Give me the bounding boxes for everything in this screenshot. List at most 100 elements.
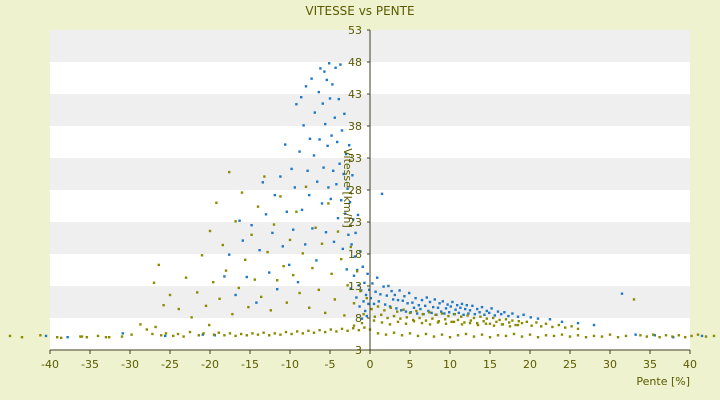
olive-point	[576, 334, 580, 337]
olive-point	[520, 335, 524, 338]
blue-point	[449, 305, 452, 308]
olive-point	[212, 333, 216, 336]
blue-point	[424, 304, 427, 308]
olive-point	[389, 306, 392, 309]
olive-point	[266, 250, 269, 254]
olive-point	[516, 323, 520, 327]
olive-point	[272, 223, 276, 226]
x-tick-label: 20	[523, 358, 537, 371]
blue-point	[336, 140, 339, 144]
blue-point	[315, 259, 318, 262]
x-axis-title: Pente [%]	[636, 375, 690, 388]
olive-point	[80, 335, 84, 338]
blue-point	[503, 311, 506, 314]
blue-point	[348, 200, 352, 204]
y-tick-label: 33	[348, 152, 362, 165]
olive-point	[517, 320, 520, 323]
olive-point	[402, 308, 405, 311]
blue-point	[324, 231, 328, 234]
x-tick-label: 15	[483, 358, 497, 371]
y-tick-label: 3	[355, 344, 362, 357]
blue-point	[352, 274, 356, 277]
olive-point	[224, 269, 228, 272]
olive-point	[263, 175, 266, 178]
blue-point	[337, 97, 340, 101]
olive-point	[312, 331, 316, 334]
olive-point	[182, 335, 185, 338]
olive-point	[231, 312, 234, 316]
x-tick-label: -10	[281, 358, 299, 371]
olive-point	[492, 316, 495, 320]
olive-point	[340, 327, 344, 331]
olive-point	[434, 313, 437, 316]
blue-point	[201, 333, 204, 336]
blue-point	[326, 144, 329, 148]
blue-point	[334, 66, 337, 69]
blue-point	[331, 83, 334, 86]
blue-point	[312, 154, 316, 157]
blue-point	[464, 307, 467, 311]
olive-point	[408, 311, 412, 315]
blue-point	[268, 271, 271, 274]
blue-point	[384, 303, 387, 306]
olive-point	[616, 336, 620, 339]
blue-point	[352, 218, 355, 221]
blue-point	[529, 316, 532, 319]
olive-point	[704, 335, 708, 338]
olive-point	[279, 333, 282, 336]
olive-point	[508, 321, 511, 324]
y-tick-label: 8	[355, 312, 362, 325]
y-tick-label: 48	[348, 56, 362, 69]
blue-point	[304, 243, 307, 246]
blue-point	[398, 289, 401, 292]
blue-point	[354, 231, 357, 235]
olive-point	[340, 257, 343, 261]
olive-point	[357, 328, 360, 332]
olive-point	[363, 326, 366, 329]
olive-point	[335, 330, 338, 333]
blue-point	[417, 304, 420, 307]
olive-point	[157, 263, 160, 267]
olive-point	[498, 318, 501, 322]
blue-point	[468, 309, 472, 312]
blue-point	[393, 293, 396, 297]
olive-point	[584, 336, 588, 339]
olive-point	[268, 334, 271, 337]
olive-point	[400, 334, 404, 337]
blue-point	[457, 311, 460, 315]
olive-point	[444, 318, 447, 321]
olive-point	[496, 334, 500, 337]
blue-point	[367, 302, 370, 306]
olive-point	[346, 284, 349, 287]
blue-point	[279, 175, 282, 178]
olive-point	[228, 170, 231, 174]
olive-point	[456, 318, 460, 322]
blue-point	[329, 197, 332, 201]
olive-point	[223, 334, 226, 337]
blue-point	[620, 292, 624, 295]
blue-point	[441, 300, 444, 303]
olive-point	[282, 264, 285, 268]
olive-point	[664, 334, 668, 337]
blue-point	[451, 300, 454, 304]
blue-point	[476, 307, 479, 311]
blue-point	[357, 284, 360, 287]
blue-point	[377, 300, 380, 303]
olive-point	[564, 326, 567, 329]
olive-point	[570, 325, 573, 328]
olive-point	[359, 289, 362, 293]
blue-point	[462, 313, 465, 316]
blue-point	[322, 166, 325, 169]
olive-point	[608, 333, 612, 336]
blue-point	[298, 150, 301, 153]
olive-point	[440, 333, 444, 336]
olive-point	[237, 286, 240, 290]
blue-point	[467, 312, 470, 315]
olive-point	[480, 333, 484, 336]
blue-point	[403, 295, 406, 298]
blue-point	[438, 302, 441, 305]
blue-point	[366, 272, 369, 276]
olive-point	[139, 323, 142, 326]
